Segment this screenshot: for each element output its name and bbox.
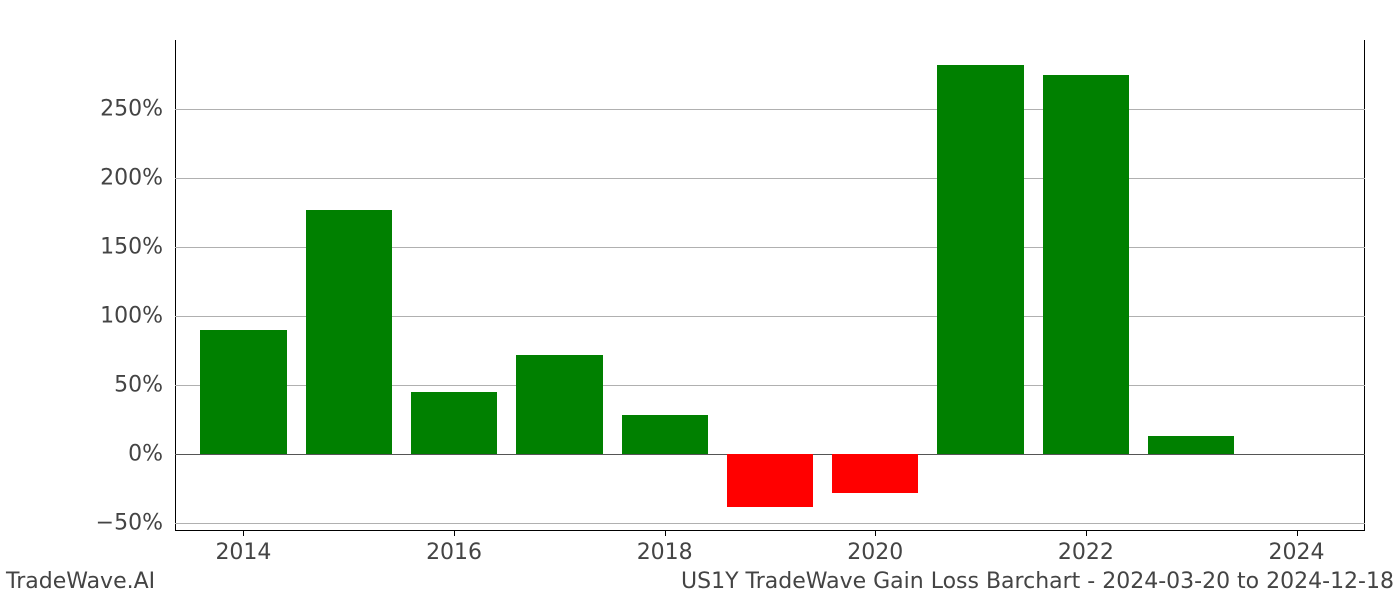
plot-area: −50%0%50%100%150%200%250%201420162018202…: [175, 40, 1365, 530]
bar: [622, 415, 708, 454]
y-tick-label: 50%: [114, 373, 175, 398]
bar: [937, 65, 1023, 454]
y-tick-label: 150%: [100, 235, 175, 260]
y-tick-label: 100%: [100, 304, 175, 329]
bottom-spine: [175, 530, 1365, 531]
bar: [1148, 436, 1234, 454]
gridline: [175, 523, 1365, 524]
x-tick-label: 2014: [215, 530, 271, 565]
bar: [411, 392, 497, 454]
y-tick-label: 200%: [100, 166, 175, 191]
y-tick-label: −50%: [96, 511, 175, 536]
footer-caption: US1Y TradeWave Gain Loss Barchart - 2024…: [681, 569, 1394, 594]
x-tick-label: 2020: [847, 530, 903, 565]
bar: [306, 210, 392, 454]
bar: [832, 454, 918, 493]
gridline: [175, 109, 1365, 110]
footer-brand: TradeWave.AI: [6, 569, 155, 594]
chart-container: −50% 0% 50% 100% 150% 200% 250% 2014 2016 2018 202…: [0, 0, 1400, 600]
bar: [727, 454, 813, 506]
bar: [516, 355, 602, 454]
x-tick-label: 2016: [426, 530, 482, 565]
gridline: [175, 178, 1365, 179]
left-spine: [175, 40, 176, 530]
x-tick-label: 2018: [637, 530, 693, 565]
bar: [1043, 75, 1129, 455]
y-tick-label: 250%: [100, 97, 175, 122]
right-spine: [1364, 40, 1365, 530]
x-tick-label: 2022: [1058, 530, 1114, 565]
bar: [200, 330, 286, 454]
y-tick-label: 0%: [128, 442, 175, 467]
x-tick-label: 2024: [1269, 530, 1325, 565]
